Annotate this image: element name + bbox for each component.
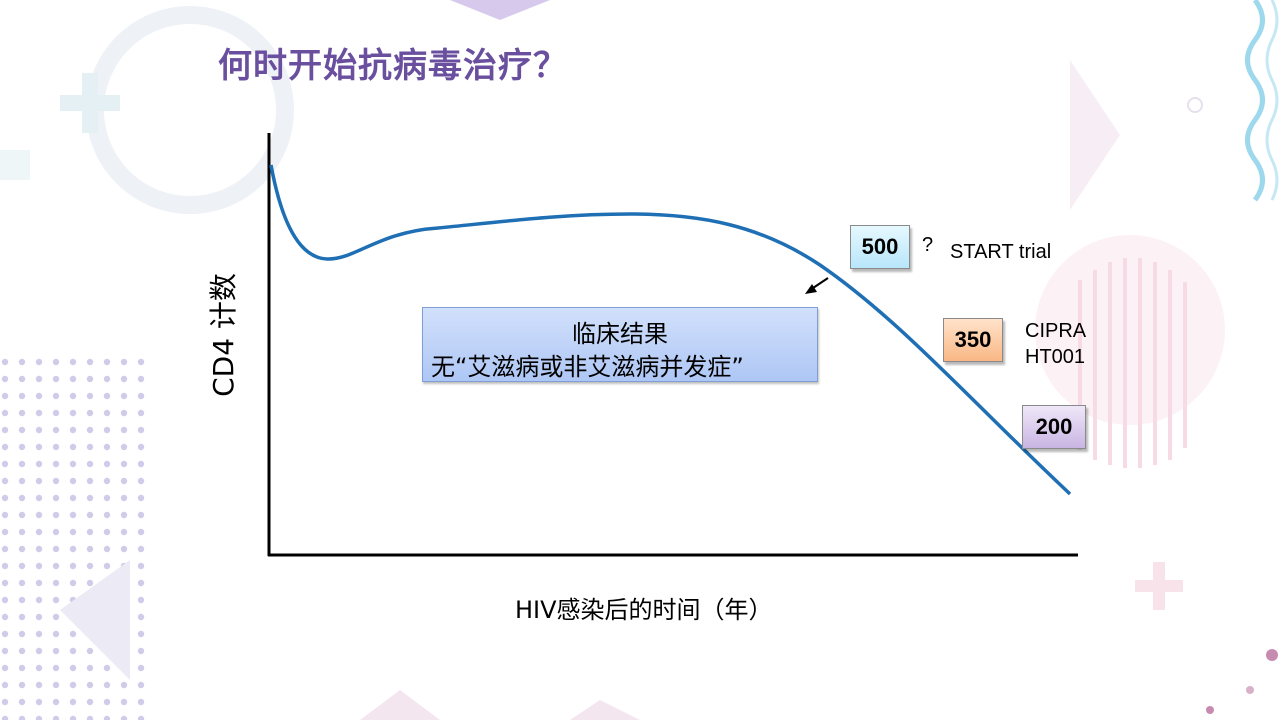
clinical-outcome-box: 临床结果 无“艾滋病或非艾滋病并发症” (422, 307, 818, 382)
threshold-200-badge: 200 (1022, 405, 1086, 449)
cipra-trial-label-line2: HT001 (1025, 346, 1086, 368)
y-axis-label: CD4 计数 (207, 273, 240, 397)
x-axis-label: HIV感染后的时间（年） (515, 596, 773, 624)
clinical-outcome-title: 临床结果 (572, 320, 668, 348)
clinical-outcome-detail: 无“艾滋病或非艾滋病并发症” (431, 353, 744, 381)
cipra-trial-label-line1: CIPRA (1025, 320, 1087, 342)
start-trial-label: START trial (950, 241, 1052, 263)
threshold-500-badge: 500 (850, 225, 910, 269)
slide-title: 何时开始抗病毒治疗？ (218, 46, 568, 86)
cd4-count-curve (269, 164, 1072, 496)
pointer-arrowhead (805, 284, 817, 294)
threshold-350-badge: 350 (943, 318, 1003, 362)
question-marker: ? (922, 234, 934, 256)
